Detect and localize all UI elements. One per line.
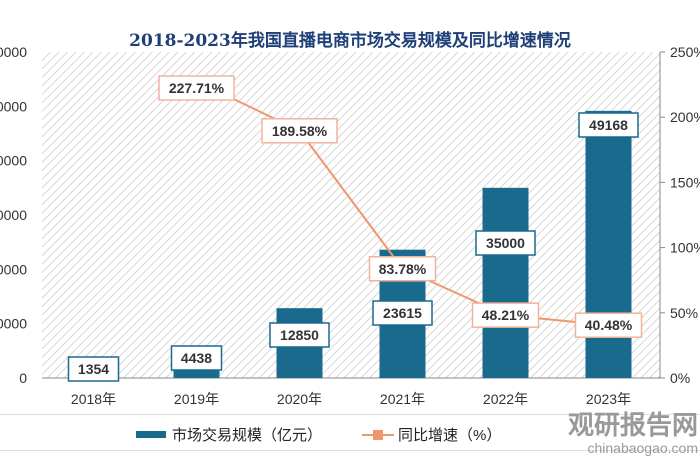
bar-label-box	[372, 300, 433, 326]
line-label-box	[574, 312, 643, 338]
line-data-label: 48.21%	[482, 307, 530, 323]
left-tick-label: 40000	[0, 153, 27, 169]
x-tick-label: 2020年	[277, 391, 322, 407]
line-label-box	[368, 256, 437, 282]
bar-data-label: 23615	[383, 305, 422, 321]
bar-label-box	[269, 322, 330, 348]
x-tick-label: 2023年	[586, 391, 631, 407]
line-data-label: 40.48%	[585, 317, 633, 333]
left-tick-label: 60000	[0, 44, 27, 60]
right-tick-label: 0%	[670, 370, 690, 386]
legend: 市场交易规模（亿元） 同比增速（%）	[136, 424, 501, 445]
bar-data-label: 4438	[181, 350, 212, 366]
left-tick-label: 50000	[0, 98, 27, 114]
bar-label-box	[67, 356, 120, 382]
right-tick-label: 200%	[670, 109, 700, 125]
legend-bar-swatch	[136, 431, 166, 438]
watermark-logo: 观研报告网 chinabaogao.com	[568, 405, 698, 456]
watermark-en: chinabaogao.com	[587, 440, 698, 456]
line-label-box	[158, 75, 235, 101]
bar	[482, 187, 529, 378]
x-tick-label: 2022年	[483, 391, 528, 407]
right-tick-label: 150%	[670, 174, 700, 190]
line-label-box	[471, 302, 540, 328]
bar-data-label: 49168	[589, 117, 628, 133]
bar-label-box	[475, 230, 536, 256]
right-tick-label: 50%	[670, 305, 698, 321]
x-tick-label: 2018年	[71, 391, 116, 407]
legend-line-label: 同比增速（%）	[398, 427, 502, 444]
line-label-box	[261, 118, 338, 144]
line-data-label: 83.78%	[379, 261, 427, 277]
watermark-cn: 观研报告网	[567, 410, 698, 440]
legend-border-bottom	[0, 450, 700, 451]
right-tick-label: 100%	[670, 240, 700, 256]
x-tick-label: 2019年	[174, 391, 219, 407]
right-tick-label: 250%	[670, 44, 700, 60]
left-tick-label: 0	[19, 370, 27, 386]
plot-area	[42, 52, 660, 378]
line-data-label: 227.71%	[169, 80, 225, 96]
x-tick-label: 2021年	[380, 391, 425, 407]
bar-label-box	[170, 345, 223, 371]
chart-title: 2018-2023年我国直播电商市场交易规模及同比增速情况	[129, 31, 571, 51]
bar-data-label: 1354	[78, 361, 109, 377]
legend-border-top	[0, 414, 700, 415]
legend-bar-label: 市场交易规模（亿元）	[172, 427, 323, 444]
left-tick-label: 30000	[0, 207, 27, 223]
left-tick-label: 10000	[0, 316, 27, 332]
bar-data-label: 12850	[280, 327, 319, 343]
left-tick-label: 20000	[0, 261, 27, 277]
legend-line-swatch	[362, 429, 395, 440]
bar-data-label: 35000	[486, 235, 525, 251]
bar-label-box	[578, 112, 639, 138]
line-data-label: 189.58%	[272, 123, 328, 139]
